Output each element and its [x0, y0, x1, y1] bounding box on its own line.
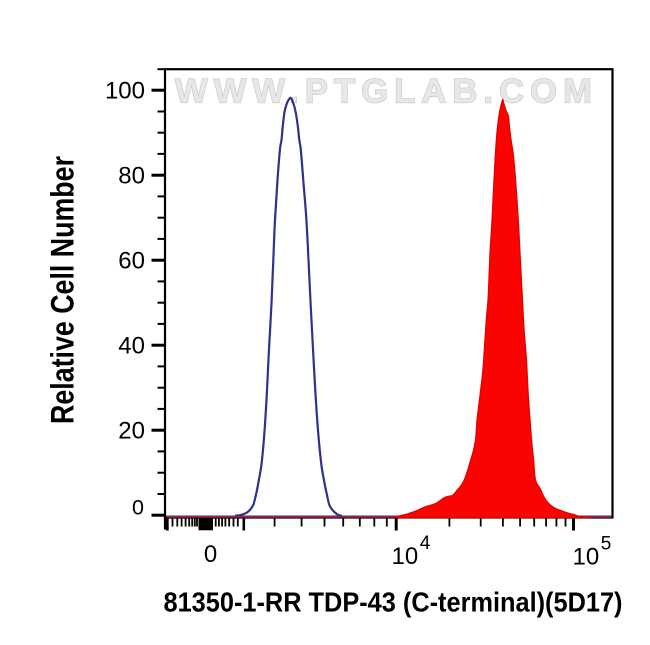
svg-text:0: 0 [132, 496, 144, 520]
svg-text:40: 40 [118, 333, 145, 360]
svg-text:60: 60 [118, 248, 145, 275]
svg-text:WWW.PTGLAB.COM: WWW.PTGLAB.COM [175, 73, 598, 111]
svg-text:80: 80 [118, 163, 145, 190]
svg-text:0: 0 [204, 541, 217, 568]
svg-text:81350-1-RR TDP-43 (C-terminal): 81350-1-RR TDP-43 (C-terminal)(5D17) [164, 587, 623, 618]
svg-text:Relative Cell Number: Relative Cell Number [45, 156, 81, 424]
svg-text:100: 100 [105, 78, 145, 105]
svg-text:20: 20 [118, 418, 145, 445]
